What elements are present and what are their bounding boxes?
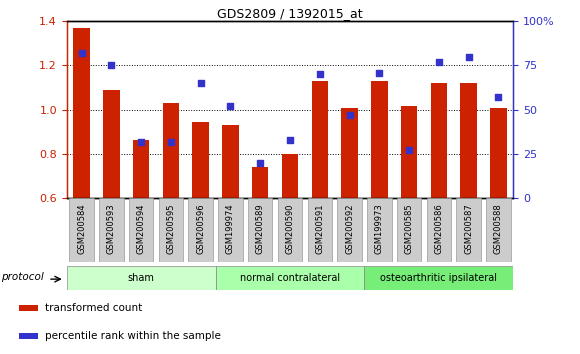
- Point: [166, 139, 176, 144]
- Text: transformed count: transformed count: [45, 303, 142, 313]
- Point: [375, 70, 384, 75]
- Bar: [248, 198, 273, 262]
- Text: GSM200586: GSM200586: [434, 203, 443, 254]
- Bar: [282, 154, 298, 198]
- Point: [315, 72, 324, 77]
- Point: [136, 139, 146, 144]
- Text: GSM200593: GSM200593: [107, 203, 116, 254]
- Bar: [278, 198, 302, 262]
- Bar: [70, 198, 94, 262]
- Bar: [67, 266, 216, 290]
- Bar: [311, 81, 328, 198]
- Text: GSM199973: GSM199973: [375, 203, 384, 254]
- Point: [226, 103, 235, 109]
- Text: GSM200591: GSM200591: [316, 203, 324, 254]
- Bar: [216, 266, 364, 290]
- Bar: [461, 83, 477, 198]
- Bar: [133, 139, 149, 198]
- Bar: [490, 108, 506, 198]
- Bar: [252, 167, 269, 198]
- Title: GDS2809 / 1392015_at: GDS2809 / 1392015_at: [217, 7, 363, 20]
- Bar: [193, 122, 209, 198]
- Bar: [371, 81, 387, 198]
- Text: GSM200585: GSM200585: [405, 203, 414, 254]
- Bar: [159, 198, 183, 262]
- Point: [285, 137, 295, 143]
- Bar: [342, 108, 358, 198]
- Text: GSM200587: GSM200587: [464, 203, 473, 254]
- Text: osteoarthritic ipsilateral: osteoarthritic ipsilateral: [380, 273, 498, 283]
- Bar: [364, 266, 513, 290]
- Point: [256, 160, 265, 166]
- Text: GSM200589: GSM200589: [256, 203, 264, 254]
- Bar: [19, 305, 38, 311]
- Text: GSM200588: GSM200588: [494, 203, 503, 254]
- Text: protocol: protocol: [1, 272, 44, 282]
- Point: [404, 148, 414, 153]
- Bar: [99, 198, 124, 262]
- Point: [464, 54, 473, 59]
- Text: GSM200584: GSM200584: [77, 203, 86, 254]
- Text: normal contralateral: normal contralateral: [240, 273, 340, 283]
- Bar: [486, 198, 510, 262]
- Text: GSM200592: GSM200592: [345, 203, 354, 254]
- Text: percentile rank within the sample: percentile rank within the sample: [45, 331, 220, 341]
- Text: GSM200596: GSM200596: [196, 203, 205, 254]
- Bar: [456, 198, 481, 262]
- Point: [434, 59, 444, 65]
- Text: sham: sham: [128, 273, 155, 283]
- Bar: [103, 90, 119, 198]
- Bar: [401, 107, 417, 198]
- Point: [345, 112, 354, 118]
- Point: [494, 95, 503, 100]
- Bar: [218, 198, 242, 262]
- Bar: [129, 198, 153, 262]
- Text: GSM200595: GSM200595: [166, 203, 175, 254]
- Bar: [19, 333, 38, 339]
- Bar: [188, 198, 213, 262]
- Text: GSM199974: GSM199974: [226, 203, 235, 254]
- Bar: [74, 28, 90, 198]
- Bar: [367, 198, 392, 262]
- Bar: [427, 198, 451, 262]
- Text: GSM200594: GSM200594: [137, 203, 146, 254]
- Bar: [431, 83, 447, 198]
- Text: GSM200590: GSM200590: [285, 203, 295, 254]
- Point: [107, 63, 116, 68]
- Bar: [163, 103, 179, 198]
- Bar: [338, 198, 362, 262]
- Point: [77, 50, 86, 56]
- Point: [196, 80, 205, 86]
- Bar: [307, 198, 332, 262]
- Bar: [222, 125, 238, 198]
- Bar: [397, 198, 421, 262]
